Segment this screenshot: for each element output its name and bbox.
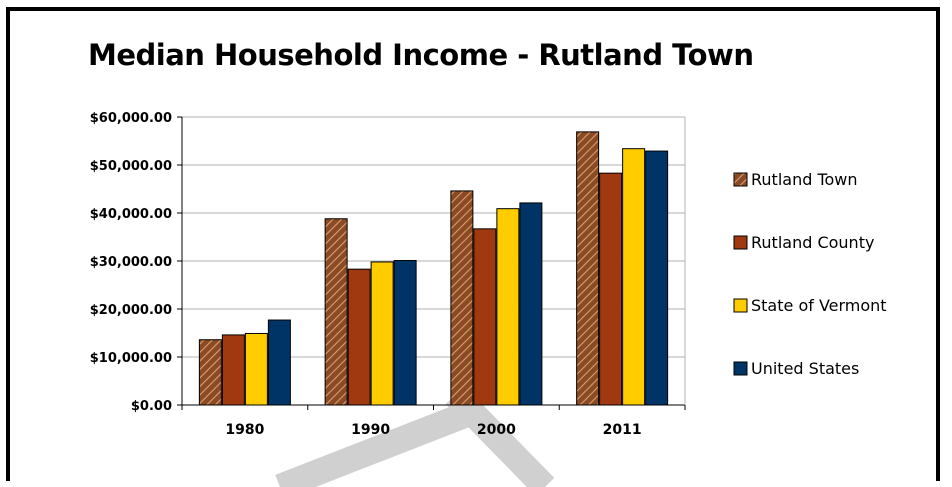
x-tick-labels: 1980 1990 2000 2011 — [225, 422, 641, 438]
bar-united-states — [645, 150, 669, 406]
legend-label: United States — [751, 359, 859, 378]
bar-united-states — [519, 202, 543, 406]
axes — [177, 116, 686, 410]
bar-united-states — [267, 319, 291, 406]
legend-swatch — [733, 172, 748, 187]
bar-rutland-town — [324, 218, 348, 406]
bar-state-of-vermont — [370, 261, 394, 406]
bar-state-of-vermont — [496, 208, 520, 406]
legend-label: State of Vermont — [751, 296, 887, 315]
bar-state-of-vermont — [244, 332, 268, 406]
y-tick-label: $10,000.00 — [90, 351, 172, 366]
y-tick-label: $30,000.00 — [90, 255, 172, 270]
bar-rutland-county — [347, 268, 371, 406]
legend: Rutland Town Rutland County State of Vermo… — [733, 170, 887, 378]
y-tick-labels: $0.00 $10,000.00 $20,000.00 $30,000.00 $40,0… — [90, 111, 172, 414]
legend-swatch — [733, 298, 748, 313]
legend-swatch — [733, 361, 748, 376]
legend-swatch — [733, 235, 748, 250]
bar-rutland-county — [599, 172, 623, 406]
bar-rutland-county — [221, 334, 245, 406]
y-tick-label: $20,000.00 — [90, 303, 172, 318]
bars — [198, 131, 669, 406]
bar-united-states — [393, 260, 417, 406]
x-tick-label: 2000 — [477, 422, 516, 438]
chart-title: Median Household Income - Rutland Town — [88, 38, 754, 72]
bar-rutland-town — [198, 339, 222, 406]
y-tick-label: $40,000.00 — [90, 207, 172, 222]
legend-label: Rutland Town — [751, 170, 858, 189]
bar-rutland-town — [576, 131, 600, 406]
y-tick-label: $50,000.00 — [90, 159, 172, 174]
bar-state-of-vermont — [622, 148, 646, 406]
x-tick-label: 1990 — [351, 422, 390, 438]
bar-rutland-town — [450, 190, 474, 406]
watermark — [275, 385, 555, 487]
x-tick-label: 1980 — [225, 422, 264, 438]
bar-rutland-county — [473, 228, 497, 406]
x-tick-label: 2011 — [603, 422, 642, 438]
y-tick-label: $0.00 — [131, 399, 172, 414]
y-tick-label: $60,000.00 — [90, 111, 172, 126]
legend-label: Rutland County — [751, 233, 874, 252]
